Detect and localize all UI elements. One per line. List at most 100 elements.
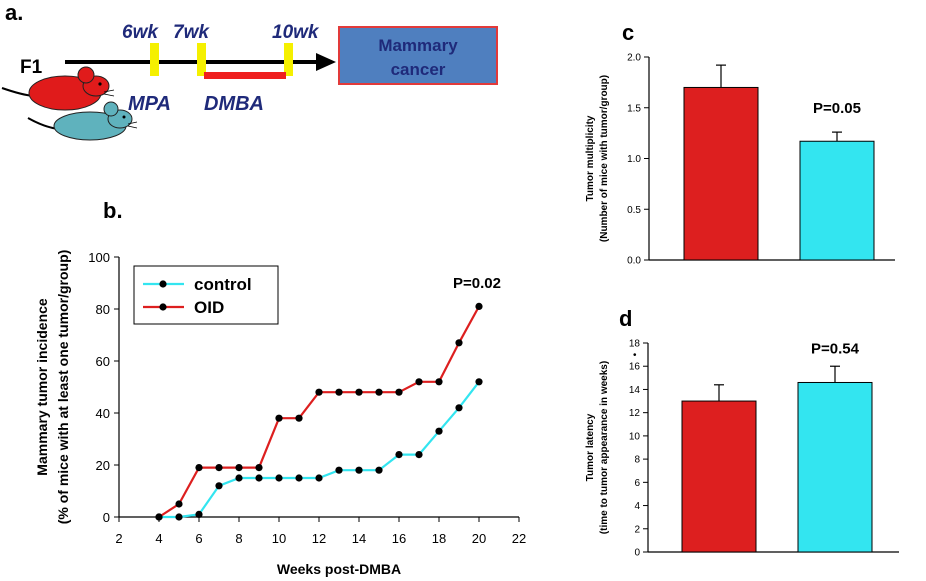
series-line-oid [158, 305, 480, 518]
data-point-oid [395, 388, 403, 396]
timeline-mark-7wk [197, 43, 206, 76]
legend-marker-control [159, 280, 167, 288]
data-point-oid [295, 414, 303, 422]
y-tick-label: 14 [629, 385, 641, 396]
data-point-control [375, 466, 383, 474]
data-point-oid [375, 388, 383, 396]
data-point-oid [315, 388, 323, 396]
data-point-oid [195, 464, 203, 472]
y-tick-label: 40 [96, 406, 110, 421]
x-tick-label: 4 [155, 531, 162, 546]
y-tick-label: 16 [629, 362, 641, 373]
legend-marker-oid [159, 303, 167, 311]
multiplicity-bar-chart: 0.0 0.5 1.0 1.5 2.0 Tumor multiplicity (Number… [585, 53, 895, 267]
y-tick-label: 0.0 [627, 256, 641, 267]
y-axis-title-line-1: Tumor multiplicity [585, 115, 596, 201]
legend-label-control: control [194, 275, 252, 294]
y-tick-label: 18 [629, 339, 641, 350]
panel-a-label: a. [5, 0, 23, 25]
x-tick-label: 14 [352, 531, 366, 546]
x-tick-label: 6 [195, 531, 202, 546]
incidence-line-chart: 0 20 40 60 80 100 2 4 6 8 10 12 14 16 18 20 22 Weeks post… [34, 250, 526, 577]
y-tick-label: 8 [634, 455, 640, 466]
data-point-control [315, 474, 323, 482]
data-point-oid [255, 464, 263, 472]
legend-label-oid: OID [194, 298, 224, 317]
y-tick-label: 6 [634, 478, 640, 489]
bar-oid [681, 400, 757, 553]
y-axis-title-line-2: (% of mice with at least one tumor/group… [55, 250, 71, 525]
x-tick-label: 2 [115, 531, 122, 546]
bar-control [797, 381, 873, 553]
x-tick-label: 16 [392, 531, 406, 546]
data-point-oid [355, 388, 363, 396]
panel-c-label: c [622, 20, 634, 45]
x-tick-label: 20 [472, 531, 486, 546]
time-label-10wk: 10wk [272, 22, 320, 43]
x-axis-title: Weeks post-DMBA [277, 561, 401, 577]
panel-d-label: d [619, 306, 632, 331]
y-tick-label: 0 [634, 548, 640, 559]
data-point-oid [415, 378, 423, 386]
y-axis-title-line-2: (Number of mice with tumor/group) [599, 75, 610, 242]
time-label-6wk: 6wk [122, 22, 159, 43]
data-point-oid [275, 414, 283, 422]
data-point-oid [155, 513, 163, 521]
outcome-line-2: cancer [391, 60, 446, 79]
mammary-cancer-box [338, 26, 498, 85]
data-point-control [415, 451, 423, 459]
y-tick-label: 60 [96, 354, 110, 369]
y-axis-title-line-2: (time to tumor appearance in weeks) [599, 361, 610, 534]
data-point-control [395, 451, 403, 459]
y-tick-label: 2.0 [627, 53, 641, 64]
y-tick-label: 20 [96, 458, 110, 473]
data-point-control [475, 378, 483, 386]
p-value-annotation: P=0.54 [811, 340, 860, 357]
data-point-control [355, 466, 363, 474]
y-tick-label: 10 [629, 431, 641, 442]
y-tick-label: 80 [96, 302, 110, 317]
timeline-mark-10wk [284, 43, 293, 76]
latency-bar-chart: 0 2 4 6 8 10 12 14 16 18 Tumor latency (time to tum… [585, 339, 899, 559]
data-point-oid [435, 378, 443, 386]
data-point-oid [175, 500, 183, 508]
data-point-control [435, 427, 443, 435]
cyan-mouse-icon [27, 101, 138, 141]
y-axis-title-line-1: Mammary tumor incidence [34, 298, 50, 476]
generation-label: F1 [20, 57, 43, 78]
mpa-label: MPA [128, 93, 171, 115]
data-point-control [455, 404, 463, 412]
data-point-oid [215, 464, 223, 472]
p-value-annotation: P=0.05 [813, 100, 861, 117]
data-point-oid [475, 302, 483, 310]
p-value-annotation: P=0.02 [453, 275, 501, 292]
y-tick-label: 1.5 [627, 103, 641, 114]
y-tick-label: 12 [629, 408, 641, 419]
data-point-oid [335, 388, 343, 396]
data-point-control [335, 466, 343, 474]
y-tick-label: 0 [103, 510, 110, 525]
dmba-label: DMBA [204, 93, 264, 115]
data-point-oid [235, 464, 243, 472]
x-tick-label: 18 [432, 531, 446, 546]
data-point-control [235, 474, 243, 482]
y-axis-title-line-1: Tumor latency [585, 413, 596, 481]
data-point-control [195, 510, 203, 518]
red-mouse-icon [1, 66, 115, 111]
data-point-control [275, 474, 283, 482]
data-point-control [255, 474, 263, 482]
series-line-control [159, 381, 480, 519]
bar-oid [683, 86, 759, 261]
timeline-arrowhead [316, 53, 336, 71]
x-tick-label: 10 [272, 531, 286, 546]
dmba-period-bar [204, 72, 286, 79]
legend-box [133, 265, 279, 325]
y-tick-label: 100 [88, 250, 110, 265]
y-tick-label: 1.0 [627, 154, 641, 165]
x-tick-label: 8 [235, 531, 242, 546]
panel-a: a. F1 6wk 7wk 10wk MPA DMBA Mammary canc… [1, 0, 498, 141]
y-tick-label: 4 [634, 501, 640, 512]
x-tick-label: 12 [312, 531, 326, 546]
outcome-line-1: Mammary [378, 36, 458, 55]
